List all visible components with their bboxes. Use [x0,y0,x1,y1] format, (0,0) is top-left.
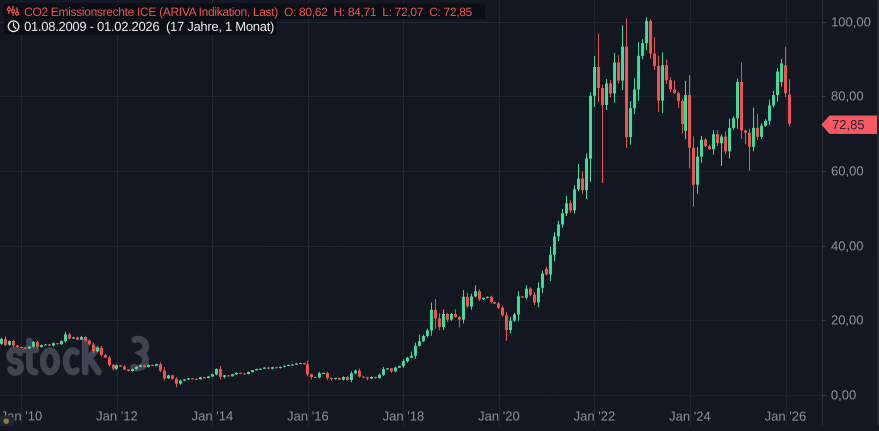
svg-text:20,00: 20,00 [831,312,864,327]
svg-text:Jan '20: Jan '20 [478,409,520,424]
svg-text:80,00: 80,00 [831,88,864,103]
svg-text:Jan '12: Jan '12 [96,408,138,423]
svg-text:0,00: 0,00 [831,387,856,402]
svg-text:01.08.2009 - 01.02.2026 (17 J: 01.08.2009 - 01.02.2026 (17 Jahre, 1 Mon… [24,19,274,34]
svg-text:Jan '22: Jan '22 [574,409,616,424]
svg-text:CO2 Emissionsrechte ICE (ARIVA: CO2 Emissionsrechte ICE (ARIVA Indikatio… [24,5,473,19]
svg-text:72,85: 72,85 [832,117,865,132]
svg-text:Jan '18: Jan '18 [383,408,425,423]
svg-text:60,00: 60,00 [831,163,864,178]
svg-text:Jan '16: Jan '16 [287,408,329,423]
svg-text:40,00: 40,00 [831,238,864,253]
svg-text:Jan '26: Jan '26 [765,409,807,424]
svg-text:Jan '24: Jan '24 [669,409,711,424]
svg-text:100,00: 100,00 [831,14,871,29]
svg-text:Jan '14: Jan '14 [192,408,234,423]
